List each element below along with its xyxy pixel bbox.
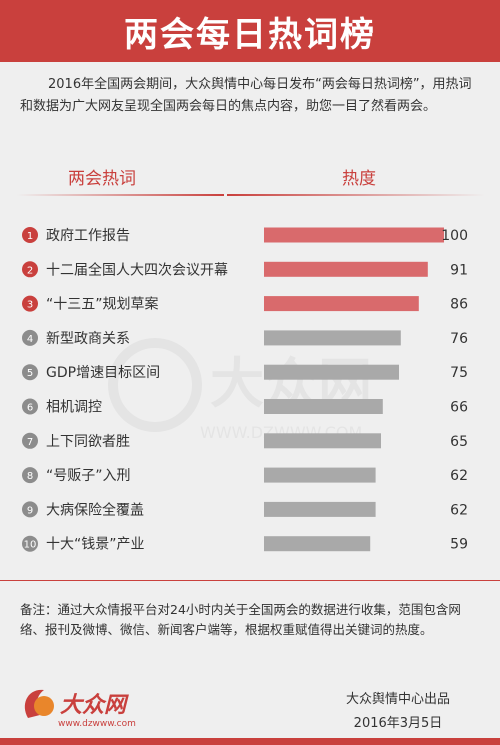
- heat-value: 59: [450, 537, 468, 553]
- header-banner: 两会每日热词榜: [0, 0, 500, 62]
- dazhong-logo: 大众网 www.dzwww.com: [24, 689, 136, 729]
- term-label: 上下同欲者胜: [46, 434, 130, 450]
- rank-number: 3: [27, 300, 33, 311]
- term-label: “号贩子”入刑: [46, 468, 131, 484]
- heat-value: 66: [450, 400, 468, 416]
- rank-badge: [22, 295, 38, 312]
- heat-bar: [264, 467, 376, 483]
- chart-row: 4 新型政商关系 76: [22, 329, 468, 347]
- rank-badge: [22, 227, 38, 243]
- rank-number: 7: [27, 437, 33, 448]
- heat-bar: [264, 261, 428, 277]
- credit-producer: 大众舆情中心出品: [345, 692, 450, 707]
- page-title: 两会每日热词榜: [124, 14, 376, 55]
- term-label: 十二届全国人大四次会议开幕: [46, 261, 228, 278]
- heat-value: 76: [450, 331, 468, 347]
- rank-badge: [22, 501, 38, 518]
- column-header-heat: 热度: [342, 169, 376, 189]
- heat-bar: [264, 364, 399, 380]
- rank-badge: [22, 398, 38, 415]
- rank-number: 9: [27, 505, 33, 516]
- heat-value: 62: [450, 468, 468, 484]
- heat-value: 91: [450, 262, 468, 278]
- footnote: 备注：通过大众情报平台对24小时内关于全国两会的数据进行收集，范围包含网络、报刊…: [20, 602, 461, 637]
- chart-row: 7 上下同欲者胜 65: [22, 432, 468, 450]
- rank-badge: [22, 535, 38, 552]
- rank-badge: [22, 364, 38, 381]
- intro-text: 2016年全国两会期间，大众舆情中心每日发布“两会每日热词榜”，用热词和数据为广…: [20, 77, 472, 114]
- footer-bar: [0, 738, 500, 745]
- rank-badge: [22, 432, 38, 449]
- term-label: “十三五”规划草案: [46, 296, 159, 313]
- rank-number: 1: [27, 231, 33, 242]
- rank-number: 10: [24, 540, 37, 551]
- rank-number: 2: [27, 265, 33, 276]
- heat-value: 86: [450, 297, 468, 313]
- heat-value: 75: [450, 365, 468, 381]
- term-label: GDP增速目标区间: [46, 365, 160, 381]
- heat-value: 65: [450, 434, 468, 450]
- column-divider-right: [227, 194, 485, 196]
- chart-row: 5 GDP增速目标区间 75: [22, 364, 468, 381]
- credit-block: 大众舆情中心出品 2016年3月5日: [346, 688, 450, 736]
- heat-bar: [264, 296, 419, 312]
- rank-number: 8: [27, 471, 33, 482]
- chart-row: 10 十大“钱景”产业 59: [22, 535, 468, 553]
- rank-badge: [22, 467, 38, 484]
- heat-value: 100: [441, 228, 468, 244]
- heat-bar: [264, 433, 381, 449]
- term-label: 相机调控: [46, 400, 102, 416]
- rank-number: 5: [27, 368, 33, 379]
- term-label: 十大“钱景”产业: [46, 537, 145, 553]
- logo-url: www.dzwww.com: [58, 719, 136, 729]
- heat-value: 62: [450, 502, 468, 518]
- rank-number: 6: [27, 403, 33, 414]
- heat-bar: [264, 501, 376, 517]
- term-label: 新型政商关系: [46, 331, 130, 347]
- logo-emblem-dot: [34, 696, 54, 716]
- term-label: 政府工作报告: [46, 228, 130, 244]
- column-divider-left: [17, 194, 224, 196]
- heat-bar: [264, 399, 383, 414]
- credit-date: 2016年3月5日: [353, 716, 443, 731]
- heat-bar: [264, 227, 444, 243]
- chart-row: 2 十二届全国人大四次会议开幕 91: [22, 261, 468, 278]
- chart-row: 6 相机调控 66: [22, 398, 468, 416]
- column-header-terms: 两会热词: [68, 169, 136, 189]
- heat-bar: [264, 536, 371, 552]
- term-label: 大病保险全覆盖: [46, 501, 144, 518]
- rank-badge: [22, 261, 38, 278]
- chart-row: 3 “十三五”规划草案 86: [22, 295, 468, 313]
- chart-row: 9 大病保险全覆盖 62: [22, 501, 468, 518]
- logo-text: 大众网: [60, 692, 129, 718]
- rank-badge: [22, 329, 38, 346]
- chart-row: 1 政府工作报告 100: [22, 227, 468, 244]
- chart-row: 8 “号贩子”入刑 62: [22, 467, 468, 484]
- section-divider: [0, 580, 500, 581]
- rank-number: 4: [27, 334, 33, 345]
- heat-bar: [264, 330, 401, 346]
